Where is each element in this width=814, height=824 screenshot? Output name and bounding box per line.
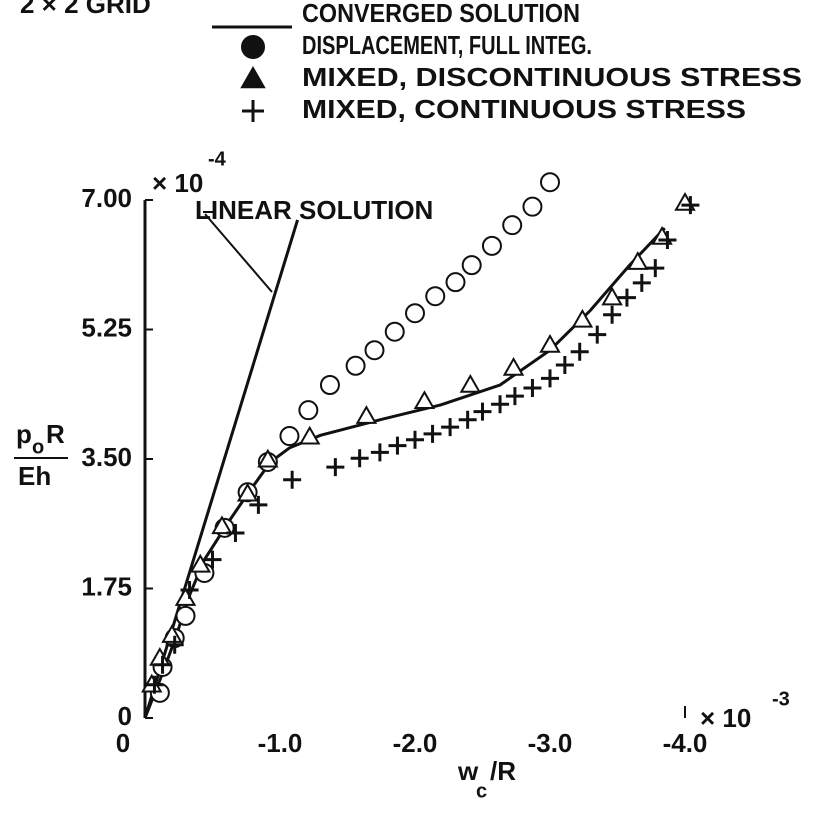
data-point: [541, 369, 559, 388]
data-point: [257, 448, 279, 468]
x-axis-label-rest: /R: [490, 756, 516, 786]
data-point: [523, 378, 542, 397]
data-point: [161, 624, 183, 643]
x-tick-label: 0: [116, 728, 130, 758]
data-point: [384, 321, 405, 342]
x-tick-label: -4.0: [663, 728, 708, 758]
data-point: [413, 390, 436, 410]
y-tick-label: 7.00: [81, 183, 132, 213]
data-point: [555, 356, 574, 375]
data-point: [165, 635, 184, 654]
data-point: [211, 515, 233, 535]
y-axis-label-denominator: Eh: [18, 461, 51, 491]
legend-marker: [240, 65, 266, 89]
data-point: [364, 340, 385, 361]
data-point: [319, 375, 340, 395]
data-point: [459, 373, 482, 393]
data-point: [370, 443, 389, 462]
x-multiplier: × 10: [700, 703, 751, 733]
data-point: [350, 449, 369, 468]
data-point: [473, 402, 492, 421]
legend-label: CONVERGED SOLUTION: [302, 0, 580, 28]
y-tick-label: 0: [118, 701, 132, 731]
data-point: [588, 325, 607, 344]
data-point: [481, 235, 502, 256]
x-tick-label: -2.0: [393, 728, 438, 758]
data-point: [502, 356, 525, 376]
data-point: [236, 482, 259, 502]
x-axis-label: w: [457, 756, 479, 786]
data-point: [405, 303, 425, 324]
legend-label: DISPLACEMENT, FULL INTEG.: [302, 30, 592, 60]
data-point: [502, 215, 523, 236]
y-axis-label-sub: o: [32, 436, 44, 458]
x-axis-label-sub: c: [476, 780, 487, 802]
data-point: [461, 255, 482, 276]
data-point: [406, 430, 424, 449]
legend-label: MIXED, DISCONTINUOUS STRESS: [302, 62, 802, 92]
data-point: [570, 342, 589, 361]
data-point: [388, 436, 407, 455]
annotation-leader: [203, 211, 273, 293]
data-point: [423, 424, 442, 443]
data-point: [603, 305, 622, 324]
data-point: [522, 196, 543, 217]
data-point: [355, 405, 378, 424]
data-point: [203, 550, 222, 569]
data-point: [279, 426, 300, 447]
data-point: [326, 458, 345, 477]
data-point: [571, 308, 594, 328]
series-line: [143, 227, 666, 719]
x-tick-label: -3.0: [528, 728, 573, 758]
data-point: [145, 675, 164, 694]
data-point: [505, 387, 524, 406]
data-point: [491, 395, 510, 414]
y-multiplier-exponent: -4: [208, 148, 227, 170]
y-axis-label-rest: R: [46, 419, 65, 449]
data-point: [249, 495, 268, 514]
data-point: [298, 400, 319, 421]
annotation: LINEAR SOLUTION: [195, 195, 433, 225]
data-point: [180, 580, 199, 599]
data-point: [539, 334, 561, 353]
data-point: [658, 230, 677, 249]
data-point: [617, 288, 636, 307]
data-point: [458, 410, 477, 429]
data-point: [153, 655, 172, 674]
data-point: [175, 605, 196, 626]
legend-marker: [241, 35, 265, 59]
x-multiplier-exponent: -3: [772, 688, 790, 710]
chart-title: 2 × 2 GRID: [20, 0, 151, 19]
data-point: [646, 259, 665, 278]
data-point: [441, 418, 460, 437]
data-point: [540, 172, 560, 193]
data-point: [345, 355, 366, 376]
data-point: [632, 273, 651, 292]
y-tick-label: 5.25: [81, 312, 132, 342]
data-point: [226, 524, 245, 542]
legend-marker: [242, 100, 264, 122]
legend-label: MIXED, CONTINUOUS STRESS: [302, 94, 746, 124]
x-tick-label: -1.0: [258, 728, 303, 758]
data-point: [601, 286, 623, 306]
y-tick-label: 3.50: [81, 442, 132, 472]
data-point: [298, 425, 321, 445]
data-point: [425, 286, 446, 307]
y-tick-label: 1.75: [81, 571, 132, 601]
data-point: [283, 470, 302, 489]
data-point: [445, 272, 466, 293]
data-point: [627, 251, 649, 270]
data-point: [681, 196, 700, 215]
y-multiplier: × 10: [152, 168, 203, 198]
data-point: [189, 553, 212, 573]
y-axis-label: p: [16, 419, 32, 449]
